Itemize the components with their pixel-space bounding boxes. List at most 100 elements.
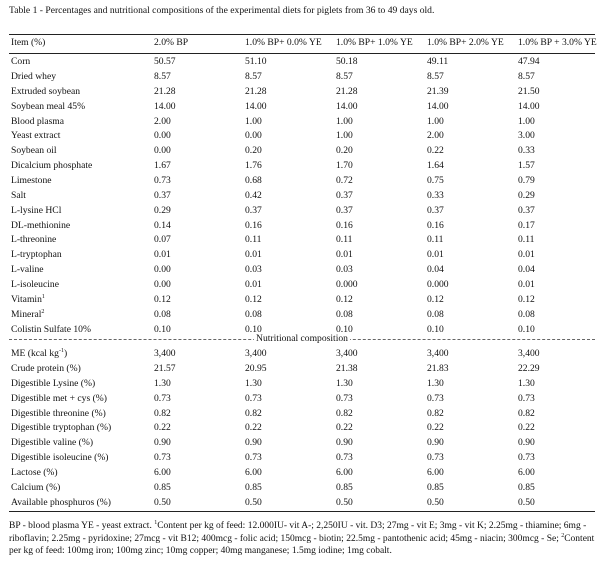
value-cell: 14.00 <box>245 100 267 112</box>
value-cell: 3,400 <box>154 348 176 360</box>
bottom-rule <box>9 511 595 512</box>
table-footnote: BP - blood plasma YE - yeast extract. 1 C… <box>9 520 595 558</box>
value-cell: 21.39 <box>427 85 449 97</box>
table-row: Digestible tryptophan (%) 0.22 0.22 0.22 0.2… <box>9 421 595 435</box>
value-cell: 1.30 <box>518 377 535 389</box>
value-cell: 0.37 <box>154 189 171 201</box>
row-label-text: L-valine <box>11 264 44 276</box>
value-cell: 3,400 <box>518 348 540 360</box>
table-row: Extruded soybean 21.28 21.28 21.28 21.39 21.5… <box>9 85 595 99</box>
footnote-text: Content per kg of feed: 100mg iron; 100m… <box>9 533 595 557</box>
row-label-text: Salt <box>11 189 26 201</box>
value-cell: 0.04 <box>518 264 535 276</box>
value-cell: 0.07 <box>154 234 171 246</box>
value-cell: 3,400 <box>336 348 358 360</box>
row-label: Available phosphuros (%) <box>9 497 140 508</box>
row-label: Yeast extract <box>9 131 140 141</box>
footnote-marker: 1 <box>154 520 158 526</box>
value-cell: 0.82 <box>336 407 353 419</box>
value-cell: 0.01 <box>518 249 535 261</box>
row-label-text: L-isoleucine <box>11 278 59 290</box>
table-row: Corn 50.57 51.10 50.18 49.11 47.94 <box>9 55 595 69</box>
value-cell: 8.57 <box>336 71 353 83</box>
value-cell: 0.000 <box>336 278 358 290</box>
row-label: Mineral2 <box>9 308 140 320</box>
table-row: Limestone 0.73 0.68 0.72 0.75 0.79 <box>9 174 595 188</box>
table-row: L-tryptophan 0.01 0.01 0.01 0.01 0.01 <box>9 248 595 262</box>
table-caption: Table 1 - Percentages and nutritional co… <box>9 5 435 16</box>
value-cell: 0.08 <box>336 308 353 320</box>
value-cell: 0.22 <box>427 145 444 157</box>
value-cell: 14.00 <box>154 100 176 112</box>
value-cell: 0.79 <box>518 175 535 186</box>
value-cell: 0.33 <box>427 189 444 201</box>
value-cell: 50.57 <box>154 56 176 68</box>
value-cell: 0.22 <box>336 422 353 434</box>
row-label-text: L-lysine HCl <box>11 204 62 216</box>
table-row: Blood plasma 2.00 1.00 1.00 1.00 1.00 <box>9 114 595 128</box>
value-cell: 47.94 <box>518 56 540 68</box>
value-cell: 0.00 <box>154 130 171 142</box>
value-cell: 0.01 <box>518 278 535 290</box>
value-cell: 0.01 <box>245 249 262 261</box>
section-label-text: Nutritional composition <box>254 333 350 344</box>
table-row: Calcium (%) 0.85 0.85 0.85 0.85 0.85 <box>9 481 595 495</box>
value-cell: 0.73 <box>154 175 171 186</box>
row-label: DL-methionine <box>9 220 140 231</box>
value-cell: 0.00 <box>154 278 171 290</box>
value-cell: 1.64 <box>427 160 444 172</box>
row-label: Digestible threonine (%) <box>9 408 140 419</box>
row-label-text: Mineral <box>11 308 42 320</box>
row-label-text: Lactose (%) <box>11 467 58 478</box>
row-label: Crude protein (%) <box>9 364 140 374</box>
value-cell: 0.04 <box>427 264 444 276</box>
footnote-marker: 2 <box>561 532 565 539</box>
value-cell: 0.37 <box>518 204 535 216</box>
value-cell: 21.28 <box>154 85 176 97</box>
value-cell: 0.01 <box>336 249 353 261</box>
value-cell: 1.00 <box>245 115 262 127</box>
value-cell: 0.73 <box>427 452 444 464</box>
header-col: 1.0% BP+ 0.0% YE <box>245 37 322 49</box>
table-row: ME (kcal kg-1) 3,400 3,400 3,400 3,400 3,400 <box>9 347 595 361</box>
row-label-text: Limestone <box>11 175 52 186</box>
value-cell: 0.14 <box>154 219 171 231</box>
row-label: Digestible isoleucine (%) <box>9 453 140 463</box>
row-label: ME (kcal kg-1) <box>9 348 140 360</box>
value-cell: 1.00 <box>518 115 535 127</box>
footnote-text: BP - blood plasma YE - yeast extract. <box>9 521 155 531</box>
table-row: Yeast extract 0.00 0.00 1.00 2.00 3.00 <box>9 129 595 143</box>
value-cell: 0.82 <box>427 407 444 419</box>
row-label: L-valine <box>9 265 140 275</box>
row-label: Vitamin1 <box>9 294 140 305</box>
value-cell: 0.50 <box>154 496 171 508</box>
row-label: Limestone <box>9 176 140 186</box>
row-label-text: Dried whey <box>11 71 57 83</box>
row-label-text: Digestible valine (%) <box>11 437 94 449</box>
value-cell: 20.95 <box>245 363 267 375</box>
value-cell: 6.00 <box>427 467 444 478</box>
table-row: Vitamin1 0.12 0.12 0.12 0.12 0.12 <box>9 293 595 307</box>
row-label-text: ME (kcal kg <box>11 348 59 360</box>
row-label: Extruded soybean <box>9 87 140 97</box>
value-cell: 0.12 <box>336 293 353 305</box>
row-label: Corn <box>9 57 140 67</box>
value-cell: 2.00 <box>427 130 444 142</box>
value-cell: 1.30 <box>427 377 444 389</box>
table-row: Digestible met + cys (%) 0.73 0.73 0.73 0.73… <box>9 392 595 406</box>
value-cell: 2.00 <box>154 115 171 127</box>
value-cell: 0.16 <box>427 219 444 231</box>
value-cell: 0.73 <box>245 452 262 464</box>
value-cell: 0.37 <box>245 204 262 216</box>
value-cell: 0.37 <box>336 189 353 201</box>
value-cell: 14.00 <box>518 100 540 112</box>
value-cell: 0.11 <box>427 234 444 246</box>
value-cell: 0.90 <box>336 437 353 449</box>
table-row: Available phosphuros (%) 0.50 0.50 0.50 0.50… <box>9 496 595 510</box>
value-cell: 1.00 <box>336 130 353 142</box>
row-label: Blood plasma <box>9 116 140 127</box>
value-cell: 0.22 <box>154 422 171 434</box>
value-cell: 0.85 <box>154 481 171 493</box>
value-cell: 14.00 <box>427 100 449 112</box>
value-cell: 49.11 <box>427 56 449 68</box>
